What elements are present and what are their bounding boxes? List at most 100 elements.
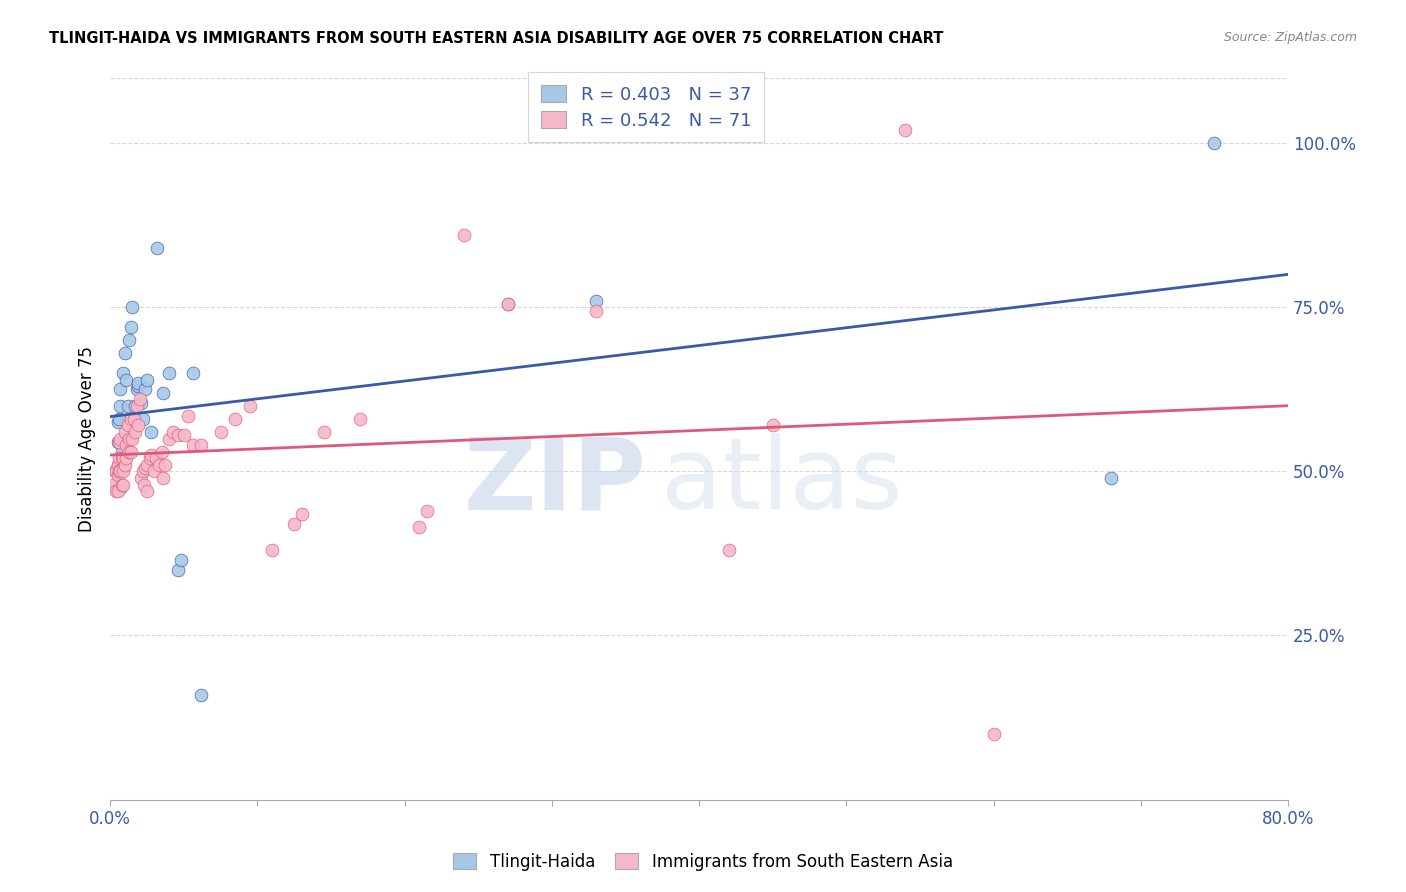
Legend: R = 0.403   N = 37, R = 0.542   N = 71: R = 0.403 N = 37, R = 0.542 N = 71	[529, 72, 763, 143]
Point	[110, 464, 132, 478]
Point	[453, 228, 475, 243]
Point	[121, 432, 143, 446]
Point	[107, 467, 129, 482]
Point	[894, 123, 917, 137]
Point	[157, 432, 180, 446]
Text: atlas: atlas	[661, 434, 903, 531]
Point	[239, 399, 262, 413]
Point	[190, 438, 212, 452]
Point	[115, 373, 138, 387]
Point	[1099, 471, 1122, 485]
Point	[108, 412, 131, 426]
Point	[136, 373, 159, 387]
Point	[125, 399, 148, 413]
Point	[157, 366, 180, 380]
Point	[103, 464, 125, 478]
Point	[162, 425, 184, 439]
Point	[110, 481, 132, 495]
Point	[120, 412, 142, 426]
Point	[128, 392, 150, 407]
Legend: Tlingit-Haida, Immigrants from South Eastern Asia: Tlingit-Haida, Immigrants from South Eas…	[444, 845, 962, 880]
Point	[148, 458, 170, 472]
Point	[111, 444, 134, 458]
Point	[496, 297, 519, 311]
Point	[107, 484, 129, 499]
Point	[107, 434, 129, 449]
Point	[117, 418, 139, 433]
Point	[167, 563, 190, 577]
Point	[108, 451, 131, 466]
Text: TLINGIT-HAIDA VS IMMIGRANTS FROM SOUTH EASTERN ASIA DISABILITY AGE OVER 75 CORRE: TLINGIT-HAIDA VS IMMIGRANTS FROM SOUTH E…	[49, 31, 943, 46]
Point	[143, 464, 166, 478]
Point	[496, 297, 519, 311]
Point	[110, 432, 132, 446]
Point	[408, 520, 430, 534]
Point	[120, 320, 142, 334]
Point	[112, 477, 135, 491]
Point	[290, 507, 312, 521]
Point	[181, 438, 204, 452]
Y-axis label: Disability Age Over 75: Disability Age Over 75	[79, 345, 96, 532]
Point	[121, 301, 143, 315]
Point	[124, 425, 146, 439]
Point	[105, 484, 128, 499]
Text: Source: ZipAtlas.com: Source: ZipAtlas.com	[1223, 31, 1357, 45]
Point	[108, 464, 131, 478]
Point	[134, 383, 156, 397]
Point	[114, 451, 136, 466]
Point	[717, 543, 740, 558]
Point	[152, 385, 174, 400]
Point	[1204, 136, 1226, 151]
Point	[585, 303, 607, 318]
Point	[129, 395, 152, 409]
Point	[114, 458, 136, 472]
Point	[585, 293, 607, 308]
Point	[136, 484, 159, 499]
Point	[177, 409, 200, 423]
Point	[110, 399, 132, 413]
Point	[150, 444, 173, 458]
Point	[131, 412, 153, 426]
Point	[152, 471, 174, 485]
Point	[105, 464, 128, 478]
Point	[983, 727, 1005, 741]
Point	[181, 366, 204, 380]
Point	[122, 412, 145, 426]
Point	[139, 451, 162, 466]
Point	[129, 471, 152, 485]
Point	[107, 458, 129, 472]
Text: ZIP: ZIP	[463, 434, 647, 531]
Point	[127, 379, 149, 393]
Point	[173, 428, 195, 442]
Point	[170, 553, 193, 567]
Point	[136, 458, 159, 472]
Point	[115, 451, 138, 466]
Point	[107, 458, 129, 472]
Point	[114, 346, 136, 360]
Point	[224, 412, 246, 426]
Point	[134, 461, 156, 475]
Point	[415, 504, 437, 518]
Point	[124, 399, 146, 413]
Point	[108, 434, 131, 449]
Point	[132, 477, 155, 491]
Point	[114, 425, 136, 439]
Point	[209, 425, 232, 439]
Point	[125, 383, 148, 397]
Point	[118, 444, 141, 458]
Point	[131, 464, 153, 478]
Point	[110, 383, 132, 397]
Point	[120, 444, 142, 458]
Point	[107, 415, 129, 429]
Point	[283, 516, 305, 531]
Point	[145, 451, 167, 466]
Point	[312, 425, 335, 439]
Point	[349, 412, 371, 426]
Point	[112, 451, 135, 466]
Point	[127, 418, 149, 433]
Point	[141, 448, 163, 462]
Point	[190, 688, 212, 702]
Point	[118, 432, 141, 446]
Point	[153, 458, 176, 472]
Point	[146, 241, 169, 255]
